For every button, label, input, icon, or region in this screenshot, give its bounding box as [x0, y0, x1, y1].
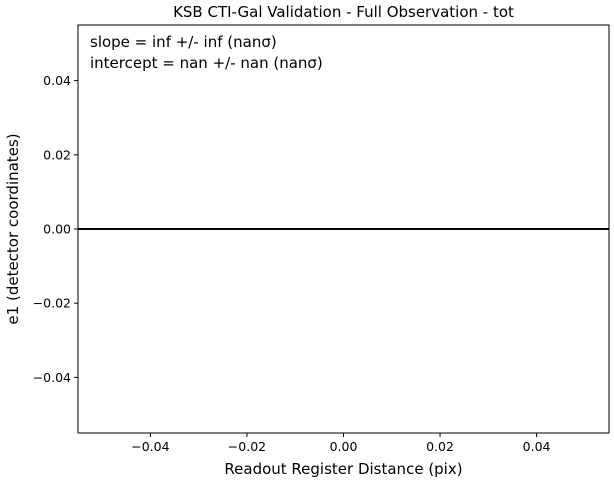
- x-tick-label: 0.00: [330, 439, 358, 454]
- x-tick-label: 0.04: [523, 439, 551, 454]
- axis-ticks: −0.04 −0.02 0.00 0.02 0.04 0.04 0.02 0.00 −0.02 −…: [33, 73, 551, 454]
- x-axis-label: Readout Register Distance (pix): [224, 460, 462, 478]
- y-tick-label: 0.02: [43, 147, 71, 162]
- plot-frame: [77, 24, 610, 434]
- y-tick-label: 0.00: [43, 222, 71, 237]
- slope-annotation: slope = inf +/- inf (nanσ): [90, 33, 277, 51]
- intercept-annotation: intercept = nan +/- nan (nanσ): [90, 54, 323, 72]
- chart-title: KSB CTI-Gal Validation - Full Observatio…: [173, 3, 514, 21]
- x-tick-label: 0.02: [426, 439, 454, 454]
- y-tick-label: −0.02: [33, 296, 71, 311]
- x-tick-label: −0.02: [228, 439, 266, 454]
- y-axis-label: e1 (detector coordinates): [4, 133, 22, 324]
- x-tick-label: −0.04: [131, 439, 169, 454]
- y-tick-label: 0.04: [43, 73, 71, 88]
- y-tick-label: −0.04: [33, 370, 71, 385]
